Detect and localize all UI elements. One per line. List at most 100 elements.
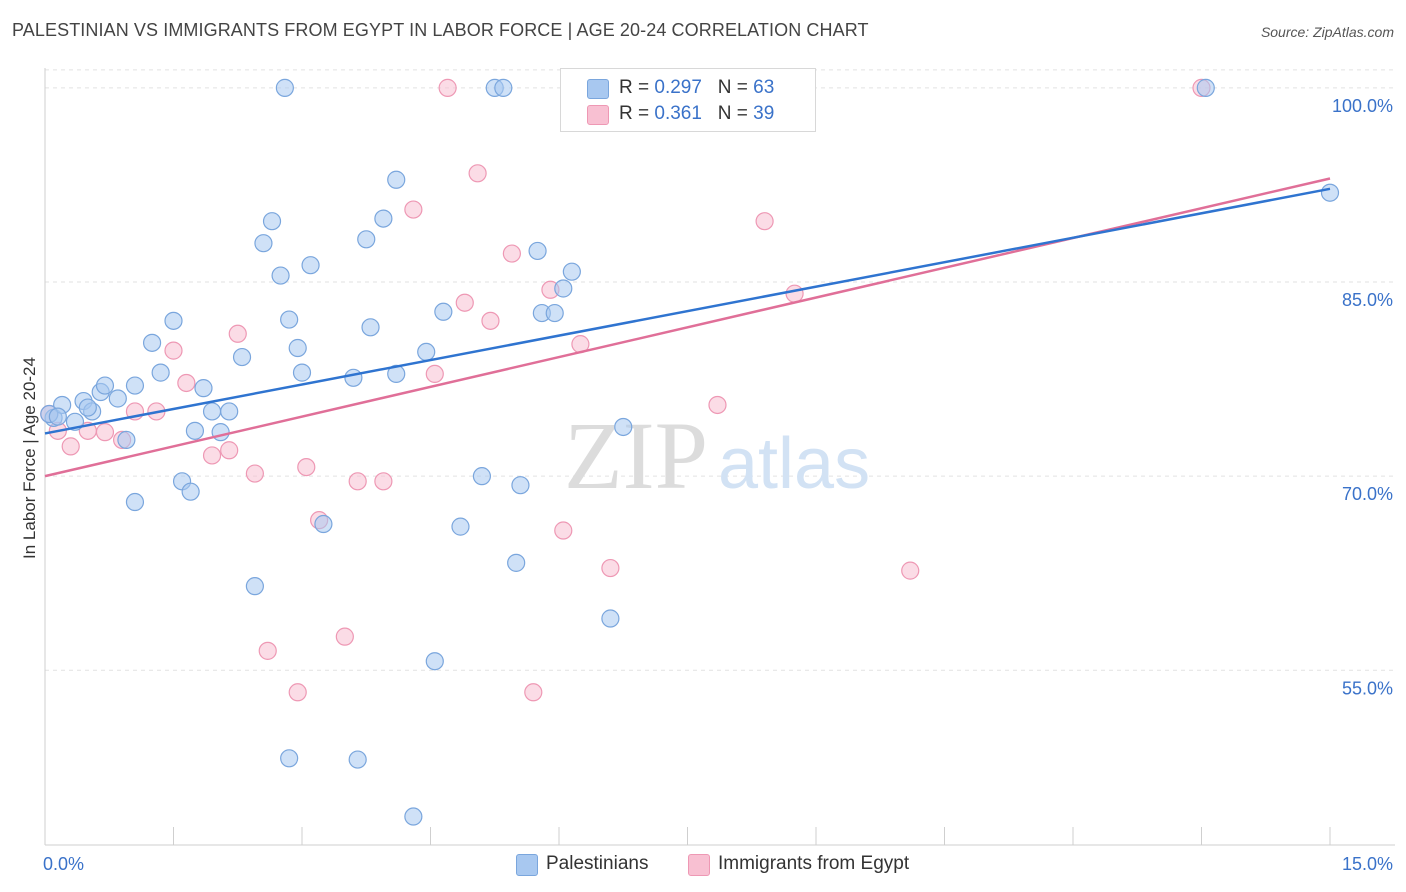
trend-line-palestinians xyxy=(44,187,1331,435)
data-point xyxy=(232,347,252,367)
data-point xyxy=(451,517,470,536)
data-point xyxy=(387,170,406,189)
y-tick-label: 85.0% xyxy=(1342,290,1393,310)
data-point xyxy=(95,423,115,442)
data-point xyxy=(404,200,423,219)
bottom-legend-swatch-egypt xyxy=(688,854,710,876)
data-point xyxy=(280,749,299,768)
data-point xyxy=(194,379,213,398)
data-point xyxy=(254,234,273,253)
data-point xyxy=(164,311,183,330)
data-point xyxy=(202,402,222,421)
grid-lines xyxy=(45,69,1395,671)
data-point xyxy=(425,652,444,671)
data-point xyxy=(425,364,444,384)
data-point xyxy=(228,324,247,343)
data-point xyxy=(125,376,145,395)
watermark-zip: ZIP xyxy=(564,402,708,509)
data-point xyxy=(335,627,354,646)
bottom-legend-swatch-palestinians xyxy=(516,854,538,876)
data-point xyxy=(292,363,312,382)
legend-n-value: 63 xyxy=(753,77,775,98)
data-point xyxy=(181,482,200,501)
data-point xyxy=(511,476,530,495)
data-point xyxy=(601,558,620,578)
data-point xyxy=(245,464,264,483)
data-point xyxy=(271,266,290,285)
chart-title: PALESTINIAN VS IMMIGRANTS FROM EGYPT IN … xyxy=(12,20,869,40)
data-point xyxy=(472,467,491,486)
x-tick-label-min: 0.0% xyxy=(43,854,84,874)
y-tick-label: 55.0% xyxy=(1342,678,1393,698)
data-point xyxy=(288,338,307,358)
data-point xyxy=(502,244,521,263)
watermark-atlas: atlas xyxy=(718,424,870,504)
data-point xyxy=(554,279,573,298)
data-point xyxy=(455,293,474,312)
x-tick-label-max: 15.0% xyxy=(1342,854,1393,874)
data-point xyxy=(185,421,205,440)
data-point xyxy=(528,241,547,261)
data-point xyxy=(125,492,145,512)
legend-r-value: 0.361 xyxy=(654,103,702,124)
data-point xyxy=(374,472,393,491)
data-point xyxy=(438,78,457,97)
data-point xyxy=(258,641,277,660)
legend-r-value: 0.297 xyxy=(654,77,702,98)
legend-n-label: N = xyxy=(717,103,754,124)
data-point xyxy=(901,561,920,580)
data-point xyxy=(361,318,380,337)
bottom-legend-label-palestinians: Palestinians xyxy=(546,853,649,874)
data-point xyxy=(108,389,127,408)
data-point xyxy=(562,262,581,281)
legend-n-label: N = xyxy=(717,77,754,98)
source-label: Source: ZipAtlas.com xyxy=(1260,24,1394,40)
data-point xyxy=(554,521,573,540)
data-point xyxy=(1320,183,1340,202)
legend-r-label: R = xyxy=(619,103,655,124)
data-point xyxy=(348,750,367,769)
data-point xyxy=(348,472,367,491)
series-immigrants-from-egypt xyxy=(40,78,1211,702)
correlation-legend: R = 0.297 N = 63 R = 0.361 N = 39 xyxy=(560,68,816,132)
data-point xyxy=(117,430,136,450)
axes xyxy=(44,68,1395,846)
y-tick-labels: 55.0% 70.0% 85.0% 100.0% xyxy=(1332,96,1393,698)
data-point xyxy=(262,212,282,231)
data-point xyxy=(545,303,564,323)
data-point xyxy=(481,311,500,330)
trend-line-egypt xyxy=(44,177,1331,478)
data-point xyxy=(297,457,316,477)
data-point xyxy=(245,577,264,596)
trend-lines xyxy=(44,177,1331,478)
data-point xyxy=(785,284,804,303)
data-point xyxy=(614,417,633,437)
x-tick-labels: 0.0% 15.0% xyxy=(43,854,1393,874)
bottom-legend-label-egypt: Immigrants from Egypt xyxy=(718,853,910,874)
y-tick-label: 70.0% xyxy=(1342,484,1393,504)
data-point xyxy=(468,164,487,183)
data-point xyxy=(48,407,67,426)
data-point xyxy=(417,342,436,362)
data-point xyxy=(280,310,299,329)
data-point xyxy=(288,683,307,702)
data-point xyxy=(164,341,183,360)
data-point xyxy=(275,78,294,97)
watermark: ZIP atlas xyxy=(564,402,870,509)
data-point xyxy=(404,807,423,826)
data-point xyxy=(220,441,239,460)
data-point xyxy=(524,683,543,702)
y-tick-label: 100.0% xyxy=(1332,96,1393,116)
data-point xyxy=(374,209,393,228)
data-point xyxy=(344,368,363,387)
y-axis-label: In Labor Force | Age 20-24 xyxy=(20,357,39,559)
data-point xyxy=(202,446,222,465)
data-point xyxy=(142,333,162,352)
data-point xyxy=(507,553,526,572)
data-point xyxy=(95,376,115,395)
data-point xyxy=(78,398,97,417)
data-point xyxy=(434,302,453,321)
legend-r-label: R = xyxy=(619,77,655,98)
data-point xyxy=(755,212,774,231)
